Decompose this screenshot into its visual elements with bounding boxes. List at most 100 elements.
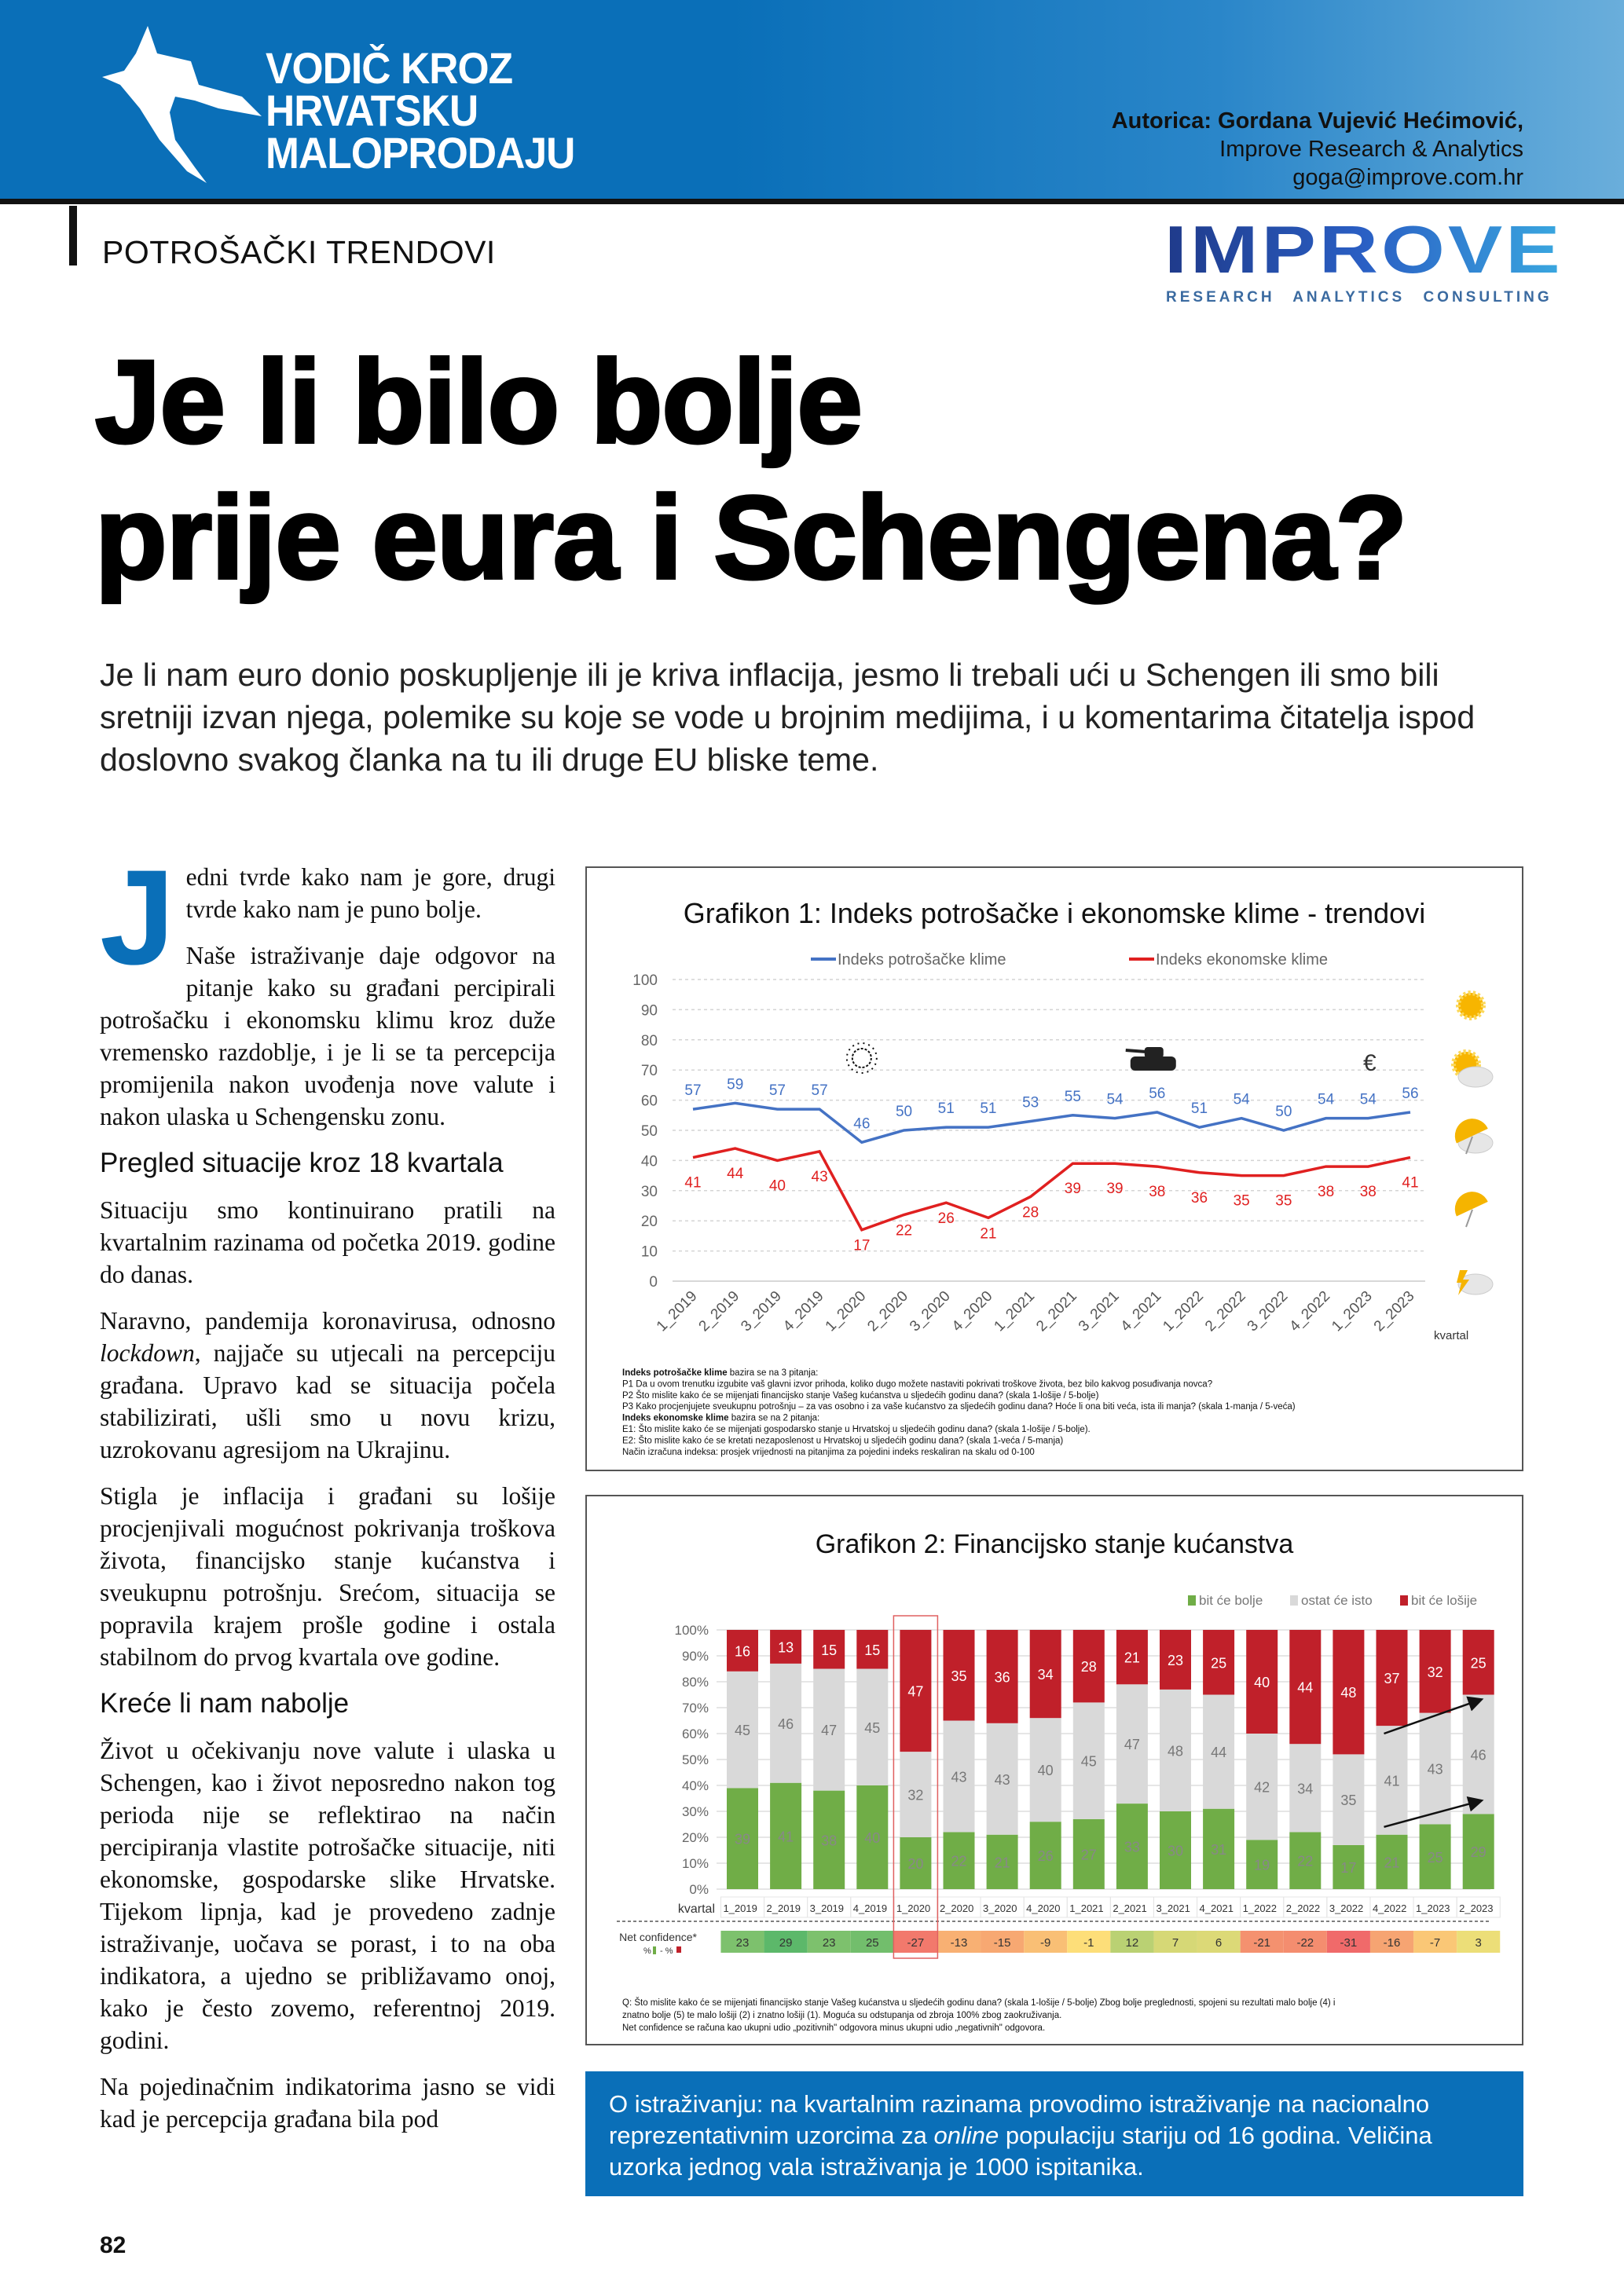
chart-note: znatno bolje (5) te malo lošiji (2) i zn… <box>622 2011 1061 2020</box>
article-title-line-1: Je li bilo bolje <box>93 334 864 469</box>
data-label-better: 19 <box>1254 1858 1270 1873</box>
data-label-same: 34 <box>1297 1781 1313 1796</box>
x-tick-label: 1_2020 <box>823 1288 870 1335</box>
net-confidence-value: 7 <box>1172 1936 1179 1950</box>
net-confidence-cell <box>807 1931 851 1953</box>
x-tick-label: 1_2019 <box>654 1288 701 1335</box>
info-italic: online <box>933 2122 999 2149</box>
bar-segment-same <box>1116 1684 1148 1804</box>
legend-label: bit će lošije <box>1411 1593 1477 1608</box>
y-tick-label: 100% <box>675 1623 709 1638</box>
y-tick-label: 10 <box>641 1244 658 1261</box>
net-confidence-cell <box>764 1931 808 1953</box>
bar-segment-better <box>986 1834 1018 1889</box>
paragraph: Situaciju smo kontinuirano pratili na kv… <box>100 1196 555 1288</box>
bar-segment-same <box>1203 1694 1235 1809</box>
net-confidence-cell <box>850 1931 894 1953</box>
data-label-worse: 25 <box>1211 1655 1226 1671</box>
bar-segment-better <box>1289 1832 1322 1889</box>
bar-segment-worse <box>1376 1630 1408 1727</box>
bar-segment-worse <box>770 1630 802 1664</box>
x-tick-label: 2_2022 <box>1286 1902 1320 1914</box>
data-label-same: 40 <box>1038 1763 1054 1778</box>
data-label-same: 41 <box>1384 1773 1399 1789</box>
data-label-better: 38 <box>821 1833 837 1848</box>
bar-segment-better <box>1376 1834 1408 1889</box>
bar-segment-same <box>813 1668 845 1791</box>
paragraph-text: Naravno, pandemija koronavirusa, odnosno <box>100 1307 555 1335</box>
data-label: 28 <box>1022 1204 1039 1221</box>
data-label: 41 <box>684 1175 701 1192</box>
publication-logo: VODIČ KROZ HRVATSKU MALOPRODAJU <box>266 46 575 178</box>
x-tick-label: 4_2020 <box>1026 1902 1060 1914</box>
data-label-better: 20 <box>907 1856 923 1872</box>
net-confidence-value: 23 <box>823 1936 836 1950</box>
data-label-same: 47 <box>1124 1737 1140 1752</box>
data-label: 44 <box>727 1166 744 1182</box>
net-confidence-value: -1 <box>1083 1936 1094 1950</box>
net-confidence-cell <box>937 1931 981 1953</box>
x-tick-label: 2_2022 <box>1202 1288 1249 1335</box>
net-confidence-cell <box>1197 1931 1241 1953</box>
header-divider <box>0 199 1624 204</box>
bar-segment-better <box>770 1782 802 1889</box>
x-tick-label: 2_2023 <box>1459 1902 1493 1914</box>
data-label-better: 17 <box>1340 1860 1356 1876</box>
paragraph-text: edni tvrde kako nam je gore, drugi tvrde… <box>185 863 555 923</box>
section-label: POTROŠAČKI TRENDOVI <box>102 234 496 270</box>
bar-segment-same <box>900 1752 932 1837</box>
bar-segment-worse <box>900 1630 932 1752</box>
bar-segment-worse <box>856 1630 889 1669</box>
net-confidence-cell <box>893 1931 937 1953</box>
x-tick-label: 1_2019 <box>723 1902 757 1914</box>
tank-icon <box>1130 1056 1176 1071</box>
chart-1-box: Grafikon 1: Indeks potrošačke i ekonomsk… <box>585 866 1523 1471</box>
logo-line: MALOPRODAJU <box>266 128 575 178</box>
data-label: 46 <box>853 1115 870 1132</box>
chart-note: E2: Što mislite kako će se kretati nezap… <box>622 1435 1063 1445</box>
x-tick-label: 1_2022 <box>1160 1288 1207 1335</box>
chart-note: Indeks potrošačke klime bazira se na 3 p… <box>622 1368 818 1378</box>
data-label: 56 <box>1402 1086 1418 1102</box>
y-tick-label: 20% <box>682 1830 709 1845</box>
data-label: 38 <box>1360 1184 1377 1200</box>
x-tick-label: 1_2023 <box>1329 1288 1376 1335</box>
net-confidence-value: -22 <box>1296 1936 1314 1950</box>
y-tick-label: 10% <box>682 1856 709 1871</box>
x-tick-label: 2_2023 <box>1371 1288 1418 1335</box>
section-marker <box>69 206 77 265</box>
bar-segment-same <box>1289 1744 1322 1833</box>
x-tick-label: 4_2022 <box>1373 1902 1406 1914</box>
y-tick-label: 0% <box>689 1882 709 1897</box>
author-email[interactable]: goga@improve.com.hr <box>1292 165 1523 190</box>
bar-segment-better <box>727 1788 758 1889</box>
umbrella-icon <box>1454 1192 1488 1228</box>
data-label-worse: 34 <box>1038 1667 1054 1683</box>
chart-note: Net confidence se računa kao ukupni udio… <box>622 2023 1045 2033</box>
chart-title: Grafikon 2: Financijsko stanje kućanstva <box>816 1529 1294 1559</box>
stacked-bar-chart: Grafikon 2: Financijsko stanje kućanstva… <box>617 1529 1501 2033</box>
chart-note: P3 Kako procjenjujete sveukupnu potrošnj… <box>622 1402 1296 1412</box>
paragraph: Stigla je inflacija i građani su lošije … <box>100 1482 555 1671</box>
x-tick-label: 3_2022 <box>1245 1288 1292 1335</box>
bar-segment-better <box>1246 1840 1278 1889</box>
bar-segment-better <box>1072 1818 1105 1889</box>
net-confidence-cell <box>1283 1931 1327 1953</box>
bar-segment-worse <box>1116 1630 1148 1685</box>
storm-cloud-icon <box>1457 1270 1494 1295</box>
net-confidence-value: -15 <box>994 1936 1011 1950</box>
paragraph: Na pojedinačnim indikatorima jasno se vi… <box>100 2073 555 2133</box>
net-confidence-cell <box>1110 1931 1154 1953</box>
euro-icon: € <box>1363 1050 1377 1076</box>
y-tick-label: 70% <box>682 1701 709 1716</box>
trend-arrow <box>1384 1796 1484 1829</box>
y-tick-label: 70 <box>641 1063 658 1079</box>
data-label-worse: 16 <box>735 1643 750 1659</box>
data-label: 59 <box>727 1076 743 1093</box>
y-tick-label: 50% <box>682 1752 709 1767</box>
net-confidence-sublabel: % <box>643 1946 651 1956</box>
bar-segment-same <box>856 1668 889 1785</box>
data-label-better: 25 <box>1428 1850 1443 1866</box>
bar-segment-same <box>943 1720 975 1833</box>
